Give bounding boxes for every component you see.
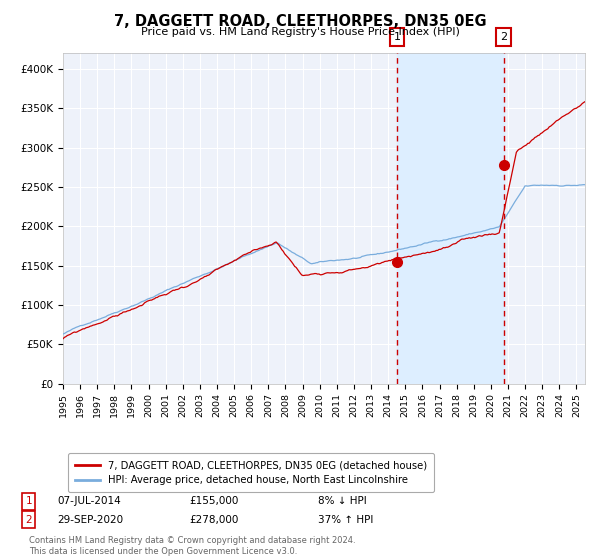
Text: £278,000: £278,000 [189, 515, 238, 525]
Text: 2: 2 [500, 31, 507, 41]
Legend: 7, DAGGETT ROAD, CLEETHORPES, DN35 0EG (detached house), HPI: Average price, det: 7, DAGGETT ROAD, CLEETHORPES, DN35 0EG (… [68, 453, 434, 492]
Text: 1: 1 [394, 31, 401, 41]
Text: 37% ↑ HPI: 37% ↑ HPI [318, 515, 373, 525]
Text: 8% ↓ HPI: 8% ↓ HPI [318, 496, 367, 506]
Text: 1: 1 [25, 496, 32, 506]
Text: 2: 2 [25, 515, 32, 525]
Text: £155,000: £155,000 [189, 496, 238, 506]
Text: Contains HM Land Registry data © Crown copyright and database right 2024.
This d: Contains HM Land Registry data © Crown c… [29, 536, 355, 556]
Text: 29-SEP-2020: 29-SEP-2020 [57, 515, 123, 525]
Text: 7, DAGGETT ROAD, CLEETHORPES, DN35 0EG: 7, DAGGETT ROAD, CLEETHORPES, DN35 0EG [113, 14, 487, 29]
Text: Price paid vs. HM Land Registry's House Price Index (HPI): Price paid vs. HM Land Registry's House … [140, 27, 460, 37]
Bar [397, 53, 504, 384]
Text: 07-JUL-2014: 07-JUL-2014 [57, 496, 121, 506]
